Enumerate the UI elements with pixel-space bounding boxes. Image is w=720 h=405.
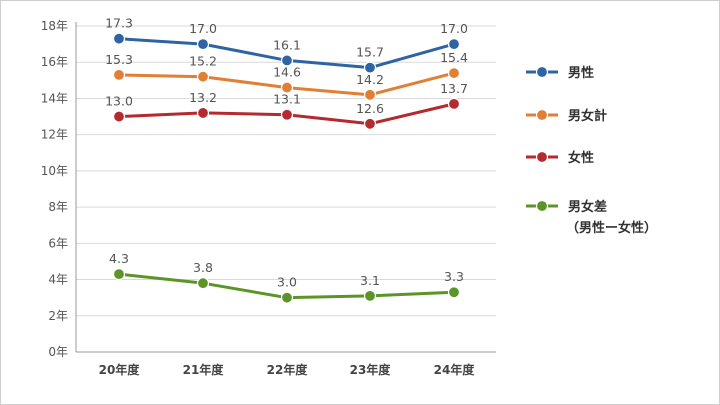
legend-label: 男女計 — [568, 108, 607, 124]
data-label: 3.0 — [277, 275, 297, 290]
data-label: 3.3 — [444, 269, 464, 284]
series-layer: 17.3 17.0 16.1 15.7 17.0 15.3 15.2 14.6 14.2 15.4… — [105, 16, 468, 304]
data-point — [280, 291, 294, 304]
data-point — [112, 32, 126, 45]
data-point — [196, 70, 210, 83]
data-label: 12.6 — [356, 101, 384, 116]
data-point — [112, 110, 126, 123]
x-tick-label: 24年度 — [434, 362, 476, 377]
data-point — [112, 268, 126, 281]
x-tick-label: 20年度 — [99, 362, 141, 377]
y-tick-label: 14年 — [41, 91, 68, 105]
data-label: 15.7 — [356, 45, 384, 60]
series-2: 15.3 15.2 14.6 14.2 15.4 — [105, 50, 468, 101]
data-point — [196, 38, 210, 51]
data-label: 16.1 — [273, 37, 301, 52]
data-point — [196, 106, 210, 120]
data-point — [280, 81, 294, 94]
y-tick-label: 6年 — [48, 236, 68, 250]
data-point — [363, 61, 377, 74]
series-1: 17.3 17.0 16.1 15.7 17.0 — [105, 16, 468, 74]
y-tick-label: 16年 — [41, 55, 68, 69]
data-label: 14.6 — [273, 65, 301, 80]
data-point — [363, 117, 377, 130]
legend-marker — [535, 108, 549, 122]
data-label: 13.7 — [440, 81, 468, 96]
y-tick-label: 2年 — [48, 309, 68, 323]
y-axis-ticks: 0年 2年 4年 6年 8年 10年 12年 14年 16年 18年 — [41, 19, 68, 359]
legend-item-2: 男女計 — [526, 108, 607, 124]
legend-label: 女性 — [568, 150, 594, 166]
data-point — [280, 108, 294, 121]
data-label: 3.8 — [193, 260, 213, 275]
legend-label: 男女差 — [568, 199, 607, 215]
data-point — [196, 277, 210, 290]
legend-label: 男性 — [568, 65, 594, 81]
data-label: 13.2 — [189, 90, 217, 105]
x-tick-label: 22年度 — [267, 362, 309, 377]
data-label: 15.2 — [189, 54, 217, 69]
legend-marker — [535, 65, 549, 79]
x-axis-ticks: 20年度 21年度 22年度 23年度 24年度 — [99, 362, 476, 377]
data-point — [447, 286, 461, 299]
data-label: 4.3 — [109, 251, 129, 266]
data-label: 13.1 — [273, 92, 301, 107]
axes — [75, 22, 496, 353]
data-label: 17.3 — [105, 16, 133, 31]
y-tick-label: 0年 — [48, 345, 68, 359]
series-3: 13.0 13.2 13.1 12.6 13.7 — [105, 81, 468, 130]
y-tick-label: 12年 — [41, 128, 68, 142]
legend-item-4: 男女差 （男性ー女性） — [526, 199, 657, 236]
data-point — [363, 289, 377, 302]
x-tick-label: 21年度 — [183, 362, 225, 377]
y-tick-label: 18年 — [41, 19, 68, 33]
legend-label-line2: （男性ー女性） — [566, 220, 657, 236]
grid — [76, 25, 496, 317]
data-point — [280, 54, 294, 67]
data-label: 17.0 — [440, 21, 468, 36]
data-point — [363, 88, 377, 101]
legend-item-3: 女性 — [526, 150, 594, 166]
y-tick-label: 10年 — [41, 164, 68, 178]
series-4: 4.3 3.8 3.0 3.1 3.3 — [109, 251, 464, 304]
data-point — [447, 66, 461, 80]
data-label: 14.2 — [356, 72, 384, 87]
data-label: 15.3 — [105, 52, 133, 67]
data-label: 17.0 — [189, 21, 217, 36]
y-tick-label: 4年 — [48, 273, 68, 287]
y-tick-label: 8年 — [48, 200, 68, 214]
data-label: 3.1 — [360, 273, 380, 288]
data-label: 15.4 — [440, 50, 468, 65]
data-point — [447, 97, 461, 110]
legend-marker — [535, 150, 549, 164]
legend-marker — [535, 199, 549, 213]
data-point — [112, 68, 126, 82]
legend-item-1: 男性 — [526, 65, 594, 81]
x-tick-label: 23年度 — [350, 362, 392, 377]
data-point — [447, 38, 461, 51]
data-label: 13.0 — [105, 94, 133, 109]
